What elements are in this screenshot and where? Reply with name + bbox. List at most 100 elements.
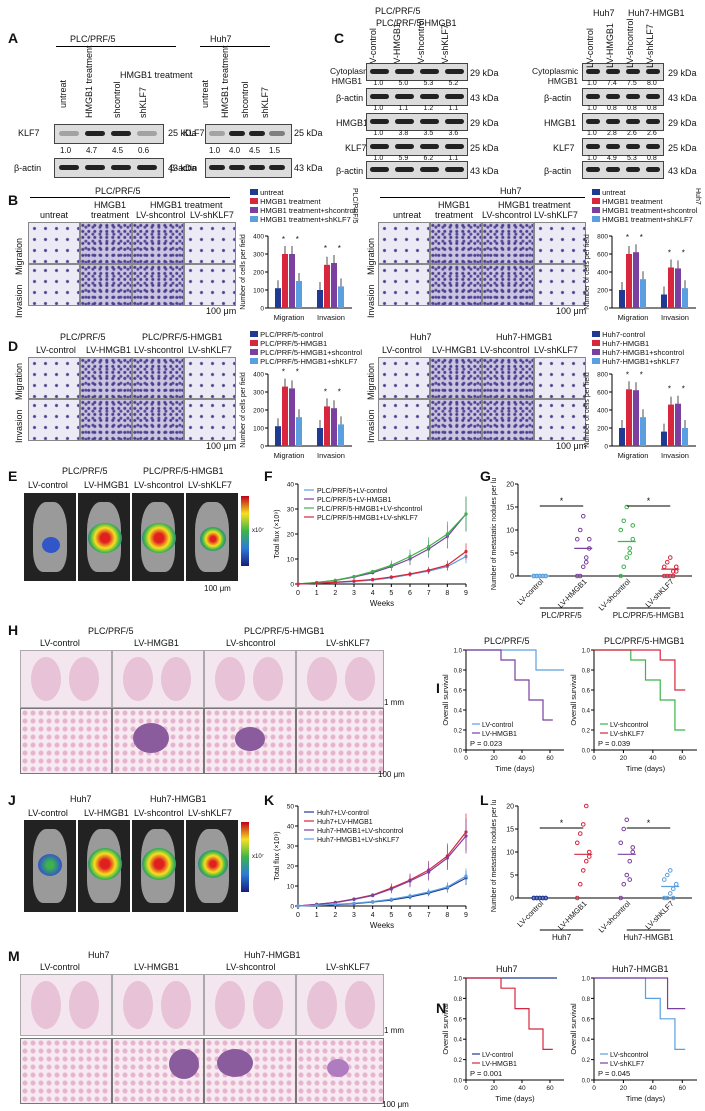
legend-label: LV-shcontrol	[610, 722, 649, 729]
y-tick-label: 10	[287, 557, 295, 564]
e-col-2: LV-shcontrol	[134, 480, 184, 490]
legend-label: LV-HMGB1	[482, 731, 517, 738]
data-point	[583, 555, 589, 560]
c-row-hmgb1: HMGB1	[336, 118, 369, 128]
c-right-blots-val: 0.8	[647, 105, 657, 112]
blot-band	[445, 144, 464, 149]
data-point	[580, 564, 586, 570]
a-left-actin-blot	[54, 158, 164, 178]
blot-band	[586, 144, 600, 149]
a-r-val-2: 4.5	[249, 146, 261, 155]
blot-band	[445, 167, 464, 172]
a-r-row-klf7: KLF7	[183, 128, 205, 138]
x-tick-label: 9	[464, 590, 468, 597]
survival-curve	[466, 977, 553, 1051]
legend-label: PLC/PRF/5-HMGB1+LV-shKLF7	[317, 515, 418, 522]
j-title-0: Huh7	[70, 794, 92, 804]
panel-letter-b: B	[8, 192, 19, 208]
data-point	[371, 569, 375, 574]
x-axis-label: Time (days)	[626, 764, 666, 773]
data-point	[661, 895, 667, 901]
d-l-col-0: LV-control	[36, 345, 76, 355]
x-axis-label: Time (days)	[495, 1094, 535, 1103]
c-row-actin-1: β-actin	[336, 93, 364, 103]
data-point	[630, 849, 636, 855]
survival-curve	[594, 649, 686, 691]
y-tick-label: 20	[287, 532, 295, 539]
c-r-row-cyto: Cytoplasmic HMGB1	[532, 66, 579, 86]
y-tick-label: 1.0	[454, 649, 463, 655]
data-point	[586, 854, 592, 859]
c-right-blots-val: 5.3	[627, 155, 637, 162]
data-point	[621, 826, 627, 832]
y-tick-label: 400	[597, 270, 608, 277]
y-tick-label: 400	[253, 372, 264, 379]
x-axis-label: Time (days)	[626, 1094, 666, 1103]
b-l-treat: HMGB1 treatment	[150, 200, 223, 210]
x-tick-label: 4	[371, 912, 375, 919]
y-tick-label: 30	[287, 507, 295, 514]
y-axis-label: Total flux (×10⁹)	[274, 509, 281, 558]
y-axis-label: Overall survival	[441, 674, 450, 726]
data-point	[667, 891, 673, 896]
x-tick-label: 40	[518, 755, 526, 762]
x-tick-label: 0	[464, 1085, 468, 1092]
y-tick-label: 20	[506, 482, 514, 489]
y-tick-label: 0.8	[582, 669, 591, 675]
x-tick-label: 0	[296, 590, 300, 597]
d-r-row-0: Migration	[366, 362, 376, 400]
c-r-col-0: LV-control	[585, 28, 595, 68]
c-r-col-2: LV-shcontrol	[625, 18, 635, 68]
h-scale-bottom: 100 μm	[378, 770, 405, 779]
panel-letter-g: G	[480, 468, 491, 484]
y-tick-label: 200	[253, 408, 264, 415]
e-mouse-1	[78, 493, 130, 581]
bar	[633, 252, 639, 308]
blot-band	[370, 167, 389, 172]
bar	[668, 404, 674, 446]
c-l-kda-0: 29 kDa	[470, 68, 499, 78]
bar	[275, 426, 281, 446]
b-side-label-right: Huh7	[694, 188, 701, 205]
c-right-blots-row-4	[582, 161, 664, 179]
y-tick-label: 600	[597, 252, 608, 259]
b-r-inv-3	[534, 264, 586, 306]
sig-star: *	[282, 368, 285, 377]
data-point	[371, 900, 375, 904]
d-r-legend: Huh7-control Huh7-HMGB1 Huh7-HMGB1+shcon…	[592, 330, 684, 366]
x-tick-label: LV-shKLF7	[643, 899, 675, 931]
x-tick-label: 20	[490, 755, 498, 762]
d-r-col-3: LV-shKLF7	[534, 345, 578, 355]
legend-label: LV-shKLF7	[610, 1061, 644, 1068]
data-point	[618, 527, 624, 533]
j-mouse-1	[78, 820, 130, 912]
blot-band	[646, 144, 660, 149]
y-tick-label: 300	[253, 390, 264, 397]
x-tick-label: Invasion	[317, 451, 345, 460]
data-point	[352, 897, 356, 901]
d-r-inv-2	[482, 399, 534, 441]
blot-band	[586, 167, 600, 172]
blot-band	[420, 119, 439, 124]
c-r-col-3: LV-shKLF7	[645, 24, 655, 68]
b-right-title: Huh7	[500, 186, 522, 196]
sig-star: *	[296, 368, 299, 377]
b-r-col-3: LV-shKLF7	[534, 210, 578, 220]
h-histo-0	[20, 708, 112, 774]
blot-band	[370, 119, 389, 124]
sig-star: *	[682, 249, 685, 258]
x-tick-label: 60	[679, 1085, 687, 1092]
bar	[661, 294, 667, 308]
a-treat-label: HMGB1 treatment	[120, 70, 193, 80]
y-tick-label: 1.0	[582, 649, 591, 655]
data-point	[333, 902, 337, 906]
bar	[324, 264, 330, 308]
sig-star: *	[668, 249, 671, 258]
b-l-row-1: Invasion	[14, 284, 24, 318]
bar	[331, 263, 337, 308]
data-point	[352, 901, 356, 905]
data-point	[627, 858, 633, 864]
h-col-0: LV-control	[40, 638, 80, 648]
series-line	[297, 513, 467, 585]
j-col-3: LV-shKLF7	[188, 808, 232, 818]
